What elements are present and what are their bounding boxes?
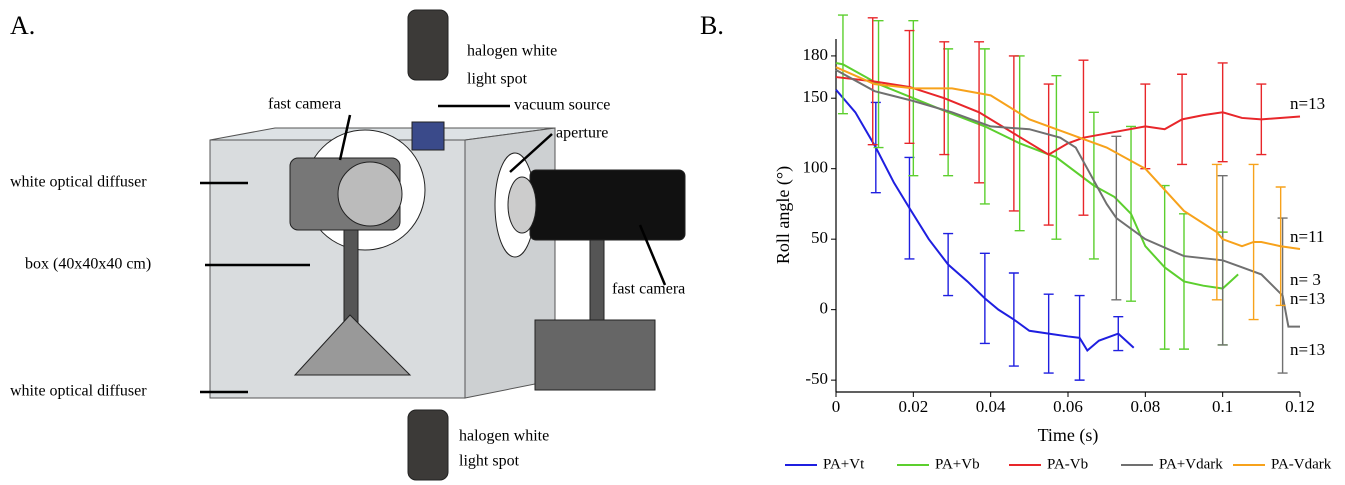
x-tick-label: 0.06: [1053, 397, 1083, 416]
lamp-top: [408, 10, 448, 80]
x-tick-label: 0.1: [1212, 397, 1233, 416]
y-tick-label: -50: [805, 369, 828, 388]
x-tick-label: 0: [832, 397, 841, 416]
x-tick-label: 0.02: [898, 397, 928, 416]
y-axis-label: Roll angle (°): [773, 166, 794, 264]
camera-2: [530, 170, 685, 240]
panel-label: A.: [10, 11, 35, 40]
lens-2: [508, 177, 536, 233]
diagram-label: vacuum source: [514, 97, 610, 114]
n-annotation: n=13: [1290, 289, 1325, 308]
legend-label: PA-Vb: [1047, 456, 1088, 472]
figure: A. B. halogen white light spot fast camera va…: [0, 0, 1345, 485]
x-tick-label: 0.12: [1285, 397, 1315, 416]
apparatus-diagram: [200, 10, 685, 480]
base-2: [535, 320, 655, 390]
diagram-label: halogen white: [467, 43, 557, 60]
n-annotation: n=11: [1290, 227, 1324, 246]
n-annotation: n= 3: [1290, 270, 1321, 289]
y-tick-label: 50: [811, 228, 828, 247]
diagram-label: fast camera: [268, 96, 341, 113]
diagram-label: light spot: [459, 453, 520, 470]
n-annotation: n=13: [1290, 340, 1325, 359]
diagram-label: halogen white: [459, 428, 549, 445]
y-tick-label: 100: [803, 158, 829, 177]
diagram-label: light spot: [467, 71, 528, 88]
legend-label: PA+Vb: [935, 456, 980, 472]
y-tick-label: 180: [803, 45, 829, 64]
n-annotation: n=13: [1290, 94, 1325, 113]
legend-label: PA+Vt: [823, 456, 865, 472]
y-tick-label: 150: [803, 87, 829, 106]
x-tick-label: 0.08: [1130, 397, 1160, 416]
diagram-label: box (40x40x40 cm): [25, 256, 151, 273]
stand-2: [590, 240, 604, 320]
vacuum-source: [412, 122, 444, 150]
legend-label: PA-Vdark: [1271, 456, 1332, 472]
lens-1: [338, 162, 402, 226]
legend-label: PA+Vdark: [1159, 456, 1223, 472]
diagram-label: white optical diffuser: [10, 383, 147, 400]
diagram-label: fast camera: [612, 281, 685, 298]
y-tick-label: 0: [820, 299, 829, 318]
series-line: [836, 70, 1300, 327]
diagram-label: white optical diffuser: [10, 174, 147, 191]
x-axis-label: Time (s): [1038, 425, 1099, 446]
diagram-label: aperture: [556, 125, 608, 142]
panel-label: B.: [700, 11, 724, 40]
lamp-bottom: [408, 410, 448, 480]
x-tick-label: 0.04: [976, 397, 1006, 416]
